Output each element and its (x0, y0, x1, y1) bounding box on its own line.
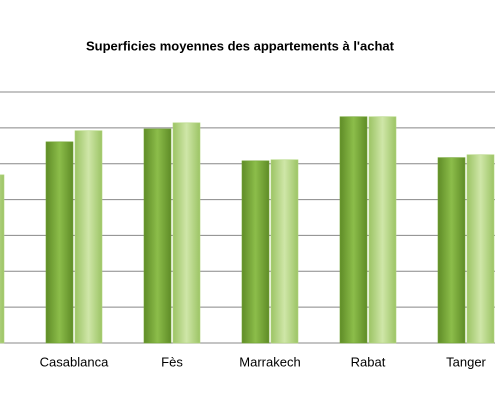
bar (74, 130, 103, 344)
bar (437, 157, 466, 344)
bar (270, 159, 299, 344)
bar (339, 116, 368, 344)
x-tick-label: Tanger (446, 354, 486, 369)
x-tick-label: Marrakech (239, 354, 300, 369)
bar (143, 128, 172, 344)
x-tick-label: Rabat (351, 354, 386, 369)
bar (0, 174, 5, 344)
bar (45, 141, 74, 344)
bar (172, 122, 201, 344)
bar (368, 116, 397, 344)
bar (466, 154, 495, 344)
x-tick-label: Casablanca (40, 354, 109, 369)
bar (241, 160, 270, 344)
x-tick-label: Fès (161, 354, 183, 369)
chart-title: Superficies moyennes des appartements à … (86, 38, 395, 53)
